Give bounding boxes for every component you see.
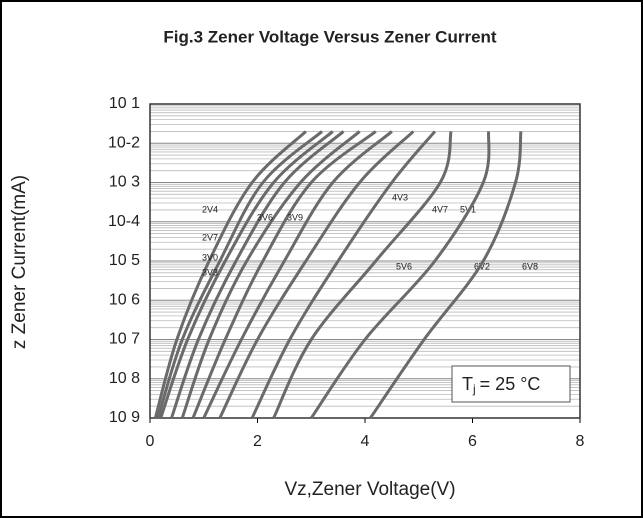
x-tick-label: 4 — [361, 433, 370, 450]
x-tick-label: 6 — [468, 433, 477, 450]
line — [272, 131, 453, 419]
series-label: 4V7 — [432, 204, 448, 214]
y-tick-label: 10 5 — [109, 252, 140, 269]
annotation-text: = 25 °C — [480, 374, 541, 394]
x-tick-label: 2 — [253, 433, 262, 450]
series-label: 5V6 — [396, 261, 412, 271]
series-label: 3V6 — [257, 212, 273, 222]
annotation-subscript: j — [472, 382, 476, 396]
line — [153, 130, 307, 419]
y-tick-label: 10 8 — [109, 370, 140, 387]
x-tick-label: 0 — [146, 433, 155, 450]
y-tick-label: 10 9 — [109, 409, 140, 426]
line — [250, 130, 437, 419]
y-tick-label: 10 3 — [109, 174, 140, 191]
series-label: 6V8 — [522, 261, 538, 271]
y-tick-label: 10 6 — [109, 291, 140, 308]
line — [202, 130, 393, 419]
annotation: Tj = 25 °C — [462, 374, 540, 396]
y-tick-label: 10-4 — [108, 213, 140, 230]
series-label: 6V2 — [474, 261, 490, 271]
line — [369, 131, 523, 419]
series-label: 3V3 — [202, 267, 218, 277]
series-label: 2V4 — [202, 204, 218, 214]
chart-title: Fig.3 Zener Voltage Versus Zener Current — [163, 27, 497, 46]
line — [180, 130, 361, 419]
line — [310, 131, 491, 419]
y-tick-label: 10 7 — [109, 331, 140, 348]
line — [159, 130, 334, 419]
plot-frame — [149, 103, 581, 419]
line — [156, 130, 323, 419]
y-tick-label: 10-2 — [108, 134, 140, 151]
y-axis-label: z Zener Current(mA) — [9, 175, 30, 349]
x-tick-label: 8 — [576, 433, 585, 450]
line — [218, 130, 415, 419]
series-label: 2V7 — [202, 232, 218, 242]
line — [170, 130, 345, 419]
annotation-box — [451, 365, 571, 403]
x-axis-label: Vz,Zener Voltage(V) — [284, 479, 455, 500]
series-label: 4V3 — [392, 192, 408, 202]
series-label: 3V9 — [287, 212, 303, 222]
annotation-symbol: T — [462, 374, 473, 394]
line — [191, 130, 377, 419]
series-label: 3V0 — [202, 252, 218, 262]
y-tick-label: 10 1 — [109, 95, 140, 112]
